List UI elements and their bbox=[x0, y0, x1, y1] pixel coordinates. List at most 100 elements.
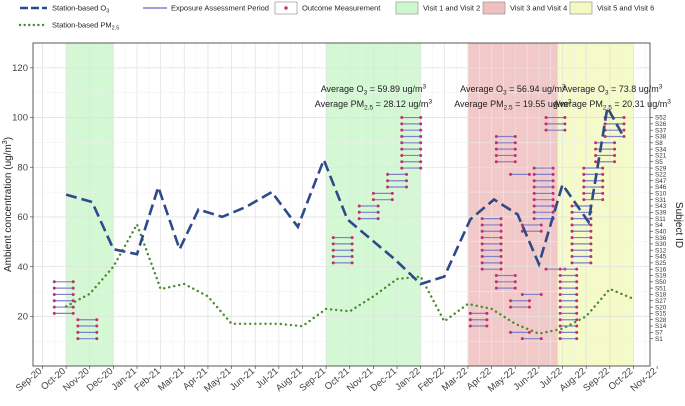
y-tick-label: 20 bbox=[17, 312, 28, 323]
outcome-point bbox=[558, 330, 562, 334]
outcome-point bbox=[594, 160, 598, 164]
outcome-point bbox=[52, 305, 56, 309]
outcome-point bbox=[558, 273, 562, 277]
legend-visit34-label: Visit 3 and Visit 4 bbox=[510, 4, 567, 13]
outcome-point bbox=[419, 141, 423, 145]
subject-label: S5 bbox=[655, 159, 663, 166]
legend: Station-based O3 Station-based PM2.5 Expos… bbox=[18, 1, 654, 32]
outcome-point bbox=[544, 267, 548, 271]
outcome-point bbox=[527, 305, 531, 309]
outcome-point bbox=[532, 204, 536, 208]
outcome-point bbox=[601, 172, 605, 176]
outcome-point bbox=[494, 153, 498, 157]
outcome-point bbox=[613, 147, 617, 151]
x-tick-label: Mar-21 bbox=[156, 366, 186, 394]
outcome-point bbox=[494, 141, 498, 145]
outcome-point bbox=[539, 229, 543, 233]
outcome-point bbox=[594, 153, 598, 157]
subject-label: S39 bbox=[655, 210, 667, 217]
subject-label: S50 bbox=[655, 279, 667, 286]
legend-visit56-swatch bbox=[569, 1, 593, 15]
outcome-point bbox=[551, 198, 555, 202]
outcome-point bbox=[485, 311, 489, 315]
outcome-point bbox=[622, 122, 626, 126]
outcome-point bbox=[331, 242, 335, 246]
y-tick-label: 120 bbox=[12, 63, 28, 74]
outcome-point bbox=[539, 292, 543, 296]
annotations: Average O3 = 59.89 ug/m3 Average PM2.5 = … bbox=[315, 84, 671, 112]
outcome-point bbox=[350, 236, 354, 240]
outcome-point bbox=[582, 185, 586, 189]
x-tick-label: Jun-22 bbox=[511, 366, 540, 393]
outcome-point bbox=[468, 324, 472, 328]
subject-label: S43 bbox=[655, 203, 667, 210]
outcome-point bbox=[480, 223, 484, 227]
x-tick-label: Nov-22 bbox=[628, 366, 659, 394]
outcome-point bbox=[575, 324, 579, 328]
outcome-point bbox=[480, 261, 484, 265]
x-tick-label: Dec-20 bbox=[85, 366, 116, 394]
outcome-point bbox=[532, 185, 536, 189]
outcome-point bbox=[485, 318, 489, 322]
outcome-point bbox=[480, 255, 484, 259]
outcome-point bbox=[513, 286, 517, 290]
average-o3-annotation: Average O3 = 73.8 ug/m3 bbox=[562, 84, 663, 97]
outcome-point bbox=[558, 286, 562, 290]
y-tick-label: 80 bbox=[17, 162, 28, 173]
outcome-point bbox=[76, 318, 80, 322]
series bbox=[64, 103, 635, 335]
outcome-point bbox=[570, 255, 574, 259]
outcome-point bbox=[551, 191, 555, 195]
subject-label: S20 bbox=[655, 304, 667, 311]
outcome-point bbox=[544, 116, 548, 120]
outcome-point bbox=[532, 198, 536, 202]
outcome-point bbox=[499, 217, 503, 221]
outcome-point bbox=[480, 236, 484, 240]
average-pm25-annotation: Average PM2.5 = 28.12 ug/m3 bbox=[315, 99, 433, 112]
outcome-point bbox=[601, 166, 605, 170]
outcome-point bbox=[400, 166, 404, 170]
subject-label: S27 bbox=[655, 298, 667, 305]
legend-outcome-swatch bbox=[284, 6, 288, 10]
outcome-point bbox=[494, 273, 498, 277]
average-pm25-annotation: Average PM2.5 = 19.55 ug/m3 bbox=[454, 99, 572, 112]
outcome-point bbox=[570, 204, 574, 208]
outcome-point bbox=[551, 179, 555, 183]
outcome-point bbox=[350, 261, 354, 265]
x-tick-label: Sep-21 bbox=[298, 366, 329, 394]
outcome-point bbox=[400, 141, 404, 145]
subject-label: S34 bbox=[655, 146, 667, 153]
outcome-point bbox=[494, 286, 498, 290]
outcome-point bbox=[589, 255, 593, 259]
outcome-point bbox=[350, 248, 354, 252]
subject-label: S1 bbox=[655, 336, 663, 343]
legend-o3-label: Station-based O3 bbox=[52, 4, 109, 15]
outcome-point bbox=[575, 318, 579, 322]
subject-label: S16 bbox=[655, 266, 667, 273]
y-tick-label: 40 bbox=[17, 262, 28, 273]
outcome-point bbox=[570, 248, 574, 252]
outcome-point bbox=[513, 153, 517, 157]
outcome-point bbox=[594, 147, 598, 151]
outcome-point bbox=[485, 324, 489, 328]
outcome-point bbox=[331, 261, 335, 265]
outcome-point bbox=[400, 147, 404, 151]
outcome-point bbox=[376, 210, 380, 214]
subject-label: S4 bbox=[655, 222, 663, 229]
subject-label: S36 bbox=[655, 235, 667, 242]
outcome-point bbox=[499, 242, 503, 246]
legend-visit56-label: Visit 5 and Visit 6 bbox=[597, 4, 654, 13]
outcome-point bbox=[95, 324, 99, 328]
subject-label: S11 bbox=[655, 216, 666, 223]
outcome-point bbox=[570, 223, 574, 227]
outcome-point bbox=[558, 324, 562, 328]
outcome-point bbox=[539, 223, 543, 227]
outcome-point bbox=[480, 248, 484, 252]
subject-label: S31 bbox=[655, 197, 667, 204]
subject-label: S29 bbox=[655, 165, 667, 172]
outcome-point bbox=[603, 122, 607, 126]
outcome-point bbox=[520, 223, 524, 227]
outcome-point bbox=[520, 337, 524, 341]
series-line-o3 bbox=[65, 103, 626, 286]
outcome-point bbox=[376, 204, 380, 208]
